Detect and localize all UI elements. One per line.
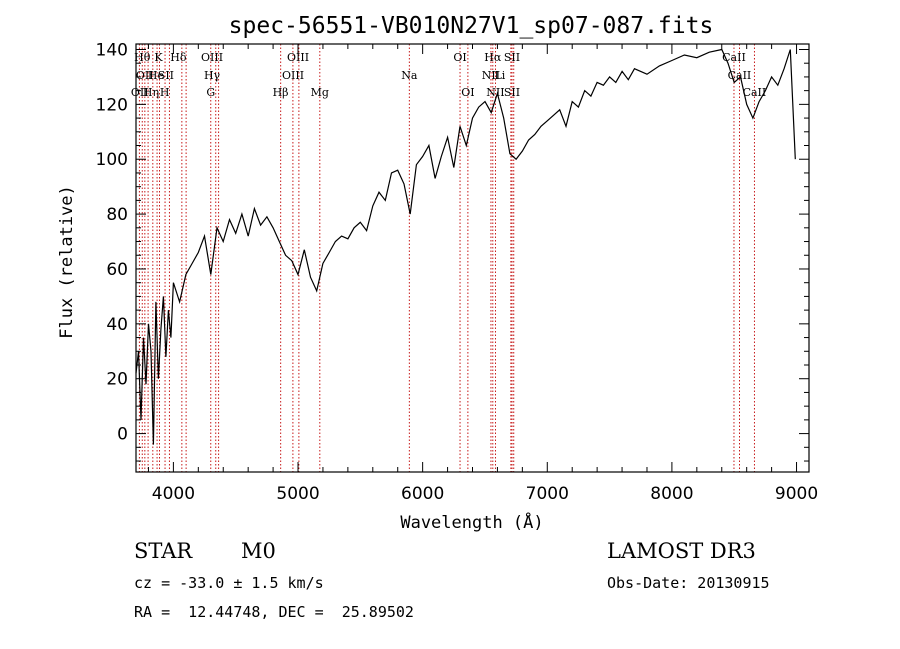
line-label: OIII — [201, 51, 223, 64]
y-tick-label: 40 — [106, 315, 128, 335]
flux-series-line — [135, 48, 796, 445]
emission-line-markers — [138, 44, 755, 472]
line-label: Hβ — [273, 86, 289, 99]
line-label: Na — [401, 69, 418, 82]
y-tick-label: 140 — [96, 40, 128, 60]
plot-frame — [135, 43, 810, 473]
line-label: He — [148, 69, 164, 82]
line-label: CaII — [722, 51, 746, 64]
line-label: NII — [486, 86, 504, 99]
y-tick-label: 100 — [96, 150, 128, 170]
y-tick-label: 80 — [106, 205, 128, 225]
line-label: OII — [131, 86, 149, 99]
y-axis-label: Flux (relative) — [57, 185, 77, 339]
line-label: Hα — [484, 51, 502, 64]
x-tick-label: 6000 — [401, 484, 444, 504]
line-label: SII — [504, 51, 520, 64]
line-label: OI — [453, 51, 466, 64]
x-axis-label: Wavelength (Å) — [400, 511, 543, 533]
line-label: OIII — [282, 69, 304, 82]
x-tick-label: 9000 — [775, 484, 818, 504]
redshift-text: cz = -33.0 ± 1.5 km/s — [134, 574, 324, 592]
object-class: STAR — [134, 539, 193, 563]
x-tick-label: 8000 — [650, 484, 693, 504]
y-axis-ticks: 0 20 40 60 80 100 120 140 — [96, 40, 809, 462]
line-label: CaII — [728, 69, 752, 82]
x-tick-label: 5000 — [276, 484, 319, 504]
line-label: OI — [461, 86, 474, 99]
y-tick-label: 120 — [96, 95, 128, 115]
survey-label: LAMOST DR3 — [607, 539, 756, 563]
coordinates-text: RA = 12.44748, DEC = 25.89502 — [134, 603, 414, 621]
x-tick-label: 4000 — [152, 484, 195, 504]
object-subclass: M0 — [241, 539, 276, 563]
y-tick-label: 20 — [106, 370, 128, 390]
x-axis-ticks: 4000 5000 6000 7000 8000 9000 — [147, 44, 818, 504]
line-label: Hδ — [170, 51, 187, 64]
x-tick-label: 7000 — [526, 484, 569, 504]
y-tick-label: 0 — [117, 425, 128, 445]
line-label: SII — [504, 86, 520, 99]
chart-title: spec-56551-VB010N27V1_sp07-087.fits — [229, 13, 714, 39]
line-label: Hθ — [134, 51, 151, 64]
line-label: OIII — [287, 51, 309, 64]
line-label: CaII — [743, 86, 767, 99]
line-label: Mg — [311, 86, 329, 99]
y-tick-label: 60 — [106, 260, 128, 280]
obs-date-text: Obs-Date: 20130915 — [607, 574, 770, 592]
line-label: K — [154, 51, 163, 64]
line-label: Li — [495, 69, 506, 82]
line-label: Hγ — [204, 69, 221, 82]
line-label: NII — [482, 69, 500, 82]
line-label: SII — [158, 69, 174, 82]
line-label: OII — [136, 69, 154, 82]
line-label: G — [206, 86, 215, 99]
line-label: H — [160, 86, 170, 99]
line-label: Hη — [143, 86, 159, 99]
